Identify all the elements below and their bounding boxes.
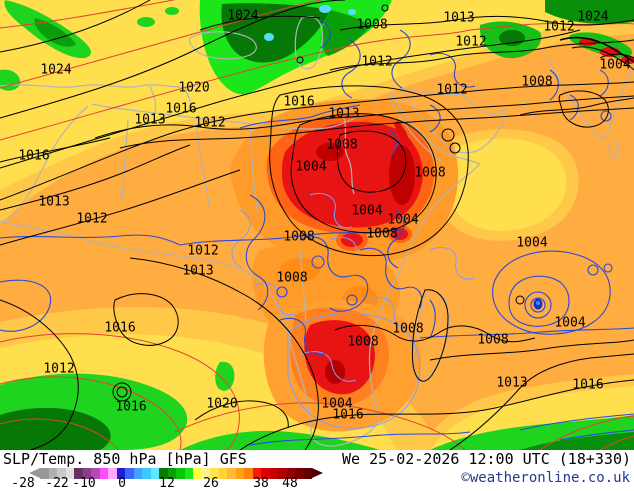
coastlines [0, 15, 634, 447]
legend-tick-label: 38 [253, 476, 269, 491]
legend-color-segment [235, 468, 244, 479]
legend-tick-label: -10 [72, 476, 96, 491]
pressure-label: 1008 [521, 75, 552, 90]
pressure-label: 1016 [18, 149, 49, 164]
legend-tick-label: -22 [45, 476, 69, 491]
pressure-label: 1016 [283, 95, 314, 110]
pressure-label: 1024 [40, 63, 71, 78]
pressure-label: 1008 [356, 18, 387, 33]
pressure-label: 1016 [332, 408, 363, 423]
pressure-label: 1016 [104, 321, 135, 336]
pressure-label: 1008 [326, 138, 357, 153]
blue-contours [0, 19, 634, 446]
legend-color-segment [303, 468, 312, 479]
cyclone-center [533, 298, 543, 310]
pressure-label: 1008 [477, 333, 508, 348]
legend-color-segment [150, 468, 159, 479]
legend-color-segment [201, 468, 210, 479]
legend-color-segment [278, 468, 287, 479]
pressure-label: 1012 [43, 362, 74, 377]
pressure-label: 1016 [572, 378, 603, 393]
legend-color-segment [65, 468, 74, 479]
pressure-label: 1004 [351, 204, 382, 219]
footer-bar: SLP/Temp. 850 hPa [hPa] GFS We 25-02-202… [0, 450, 634, 491]
legend-color-segment [261, 468, 270, 479]
pressure-label: 1004 [554, 316, 585, 331]
pressure-label: 1024 [227, 9, 258, 24]
legend-color-segment [252, 468, 261, 479]
chart-title: SLP/Temp. 850 hPa [hPa] GFS [3, 450, 247, 468]
pressure-label: 1020 [178, 81, 209, 96]
pressure-label: 1012 [543, 20, 574, 35]
legend-color-segment [286, 468, 295, 479]
legend-color-segment [184, 468, 193, 479]
pressure-label: 1020 [206, 397, 237, 412]
pressure-label: 1013 [496, 376, 527, 391]
pressure-label: 1004 [599, 58, 630, 73]
legend-color-segment [108, 468, 117, 479]
red-contours [0, 0, 634, 450]
pressure-label: 1012 [436, 83, 467, 98]
isobars [0, 0, 634, 450]
pressure-label: 1016 [165, 102, 196, 117]
legend-color-segment [193, 468, 202, 479]
pressure-label: 1008 [347, 335, 378, 350]
pressure-label: 1012 [76, 212, 107, 227]
legend-arrow-right [312, 468, 323, 478]
pressure-label: 1008 [283, 230, 314, 245]
pressure-label: 1016 [115, 400, 146, 415]
legend-color-segment [133, 468, 142, 479]
weather-map: 1024 1024 1020 1016 1013 1012 1016 1016 1013 1012… [0, 0, 634, 450]
legend-color-segment [210, 468, 219, 479]
legend-color-segment [295, 468, 304, 479]
legend-tick-label: 0 [118, 476, 126, 491]
pressure-label: 1008 [276, 271, 307, 286]
pressure-label: 1012 [455, 35, 486, 50]
pressure-label: 1004 [516, 236, 547, 251]
legend-color-segment [74, 468, 83, 479]
legend-color-segment [218, 468, 227, 479]
pressure-label: 1004 [321, 397, 352, 412]
legend-tick-label: 48 [282, 476, 298, 491]
pressure-label: 1008 [366, 227, 397, 242]
legend-color-segment [159, 468, 168, 479]
legend-color-segment [116, 468, 125, 479]
legend-color-segment [40, 468, 49, 479]
pressure-label: 1013 [328, 107, 359, 122]
pressure-label: 1012 [194, 116, 225, 131]
pressure-label: 1008 [414, 166, 445, 181]
legend-bar [40, 468, 312, 479]
legend-color-segment [99, 468, 108, 479]
legend-color-segment [244, 468, 253, 479]
pressure-label: 1024 [577, 10, 608, 25]
pressure-label: 1012 [361, 55, 392, 70]
legend-color-segment [125, 468, 134, 479]
legend-color-segment [91, 468, 100, 479]
pressure-label: 1013 [443, 11, 474, 26]
legend-tick-label: 26 [203, 476, 219, 491]
timestamp: We 25-02-2026 12:00 UTC (18+330) [342, 450, 631, 468]
legend-color-segment [227, 468, 236, 479]
pressure-label: 1004 [295, 160, 326, 175]
legend-color-segment [167, 468, 176, 479]
legend-tick-label: -28 [11, 476, 35, 491]
copyright: ©weatheronline.co.uk [461, 470, 630, 486]
legend-color-segment [82, 468, 91, 479]
legend-arrow-left [29, 468, 40, 478]
pressure-label: 1013 [134, 113, 165, 128]
legend-color-segment [57, 468, 66, 479]
pressure-label: 1012 [187, 244, 218, 259]
legend-color-segment [269, 468, 278, 479]
legend-tick-label: 12 [159, 476, 175, 491]
pressure-label: 1013 [182, 264, 213, 279]
pressure-label: 1013 [38, 195, 69, 210]
legend-color-segment [48, 468, 57, 479]
legend-color-segment [176, 468, 185, 479]
pressure-label: 1008 [392, 322, 423, 337]
pressure-label: 1004 [387, 213, 418, 228]
legend-color-segment [142, 468, 151, 479]
legend-ticks: -28 -22 -10 0 12 26 38 48 [0, 476, 340, 491]
